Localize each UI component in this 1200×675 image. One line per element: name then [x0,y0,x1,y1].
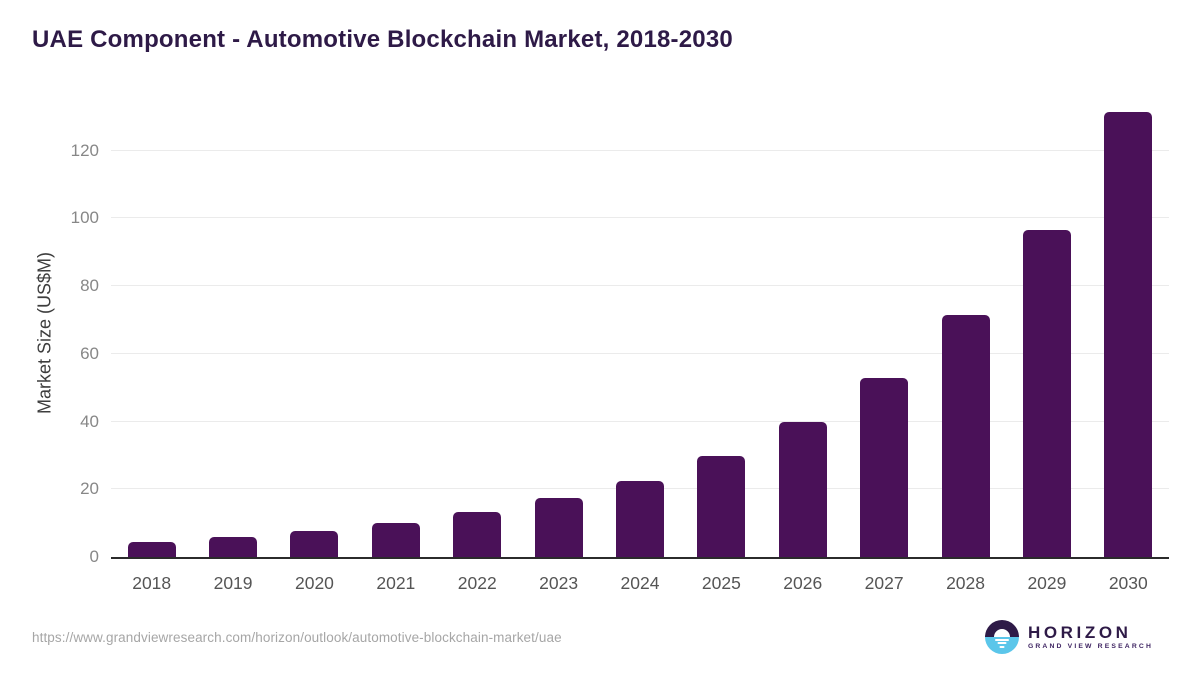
bar-2022 [453,512,502,557]
x-tick-label-2030: 2030 [1108,573,1148,593]
gridline-60 [111,352,1169,354]
bar-2025 [697,456,746,557]
x-axis-line [111,557,1169,559]
y-tick-label-80: 80 [80,276,99,296]
gridline-40 [111,420,1169,422]
plot-area: 0 20 40 60 80 100 120 2018 2019 2020 2021 2022 2023 2… [71,110,1169,593]
bar-2026 [778,422,827,557]
sun-icon [993,629,1010,637]
x-tick-label-2029: 2029 [1027,573,1067,593]
x-tick-label-2027: 2027 [864,573,904,593]
x-tick-label-2028: 2028 [946,573,985,593]
horizon-logo-icon [984,620,1019,654]
x-tick-label-2019: 2019 [213,573,253,593]
logo-text: HORIZON GRAND VIEW RESEARCH [1027,622,1153,651]
y-tick-label-120: 120 [70,140,99,160]
x-tick-label-2024: 2024 [620,573,660,593]
chart-title: UAE Component - Automotive Blockchain Ma… [32,26,733,53]
bar-2019 [209,537,258,557]
x-tick-label-2023: 2023 [539,573,579,593]
horizon-logo: HORIZON GRAND VIEW RESEARCH [984,620,1153,654]
bar-2023 [534,498,583,557]
x-tick-label-2026: 2026 [783,573,823,593]
bar-2020 [290,530,339,557]
gridline-80 [111,285,1169,287]
y-tick-label-60: 60 [80,343,99,363]
ripple-icon [994,638,1009,641]
x-tick-label-2025: 2025 [701,573,741,593]
x-tick-label-2021: 2021 [376,573,416,593]
logo-subtitle: GRAND VIEW RESEARCH [1027,643,1153,651]
logo-name: HORIZON [1027,622,1132,642]
bar-2028 [941,314,990,557]
y-axis-title: Market Size (US$M) [34,251,55,415]
bar-2018 [127,541,176,557]
source-url: https://www.grandviewresearch.com/horizo… [32,630,562,645]
gridline-100 [111,217,1169,219]
gridline-120 [111,149,1169,151]
x-tick-label-2020: 2020 [294,573,334,593]
ripple-icon [997,642,1007,644]
bar-2027 [860,377,909,557]
y-tick-label-20: 20 [80,479,99,499]
x-tick-label-2018: 2018 [132,573,172,593]
y-tick-label-0: 0 [89,547,99,566]
y-tick-label-100: 100 [70,208,99,228]
x-tick-label-2022: 2022 [457,573,497,593]
ripple-icon [999,645,1005,648]
bar-2030 [1104,111,1153,557]
bar-2024 [616,480,664,557]
bar-2021 [371,523,420,557]
y-tick-label-40: 40 [80,411,99,431]
bar-2029 [1022,230,1071,557]
